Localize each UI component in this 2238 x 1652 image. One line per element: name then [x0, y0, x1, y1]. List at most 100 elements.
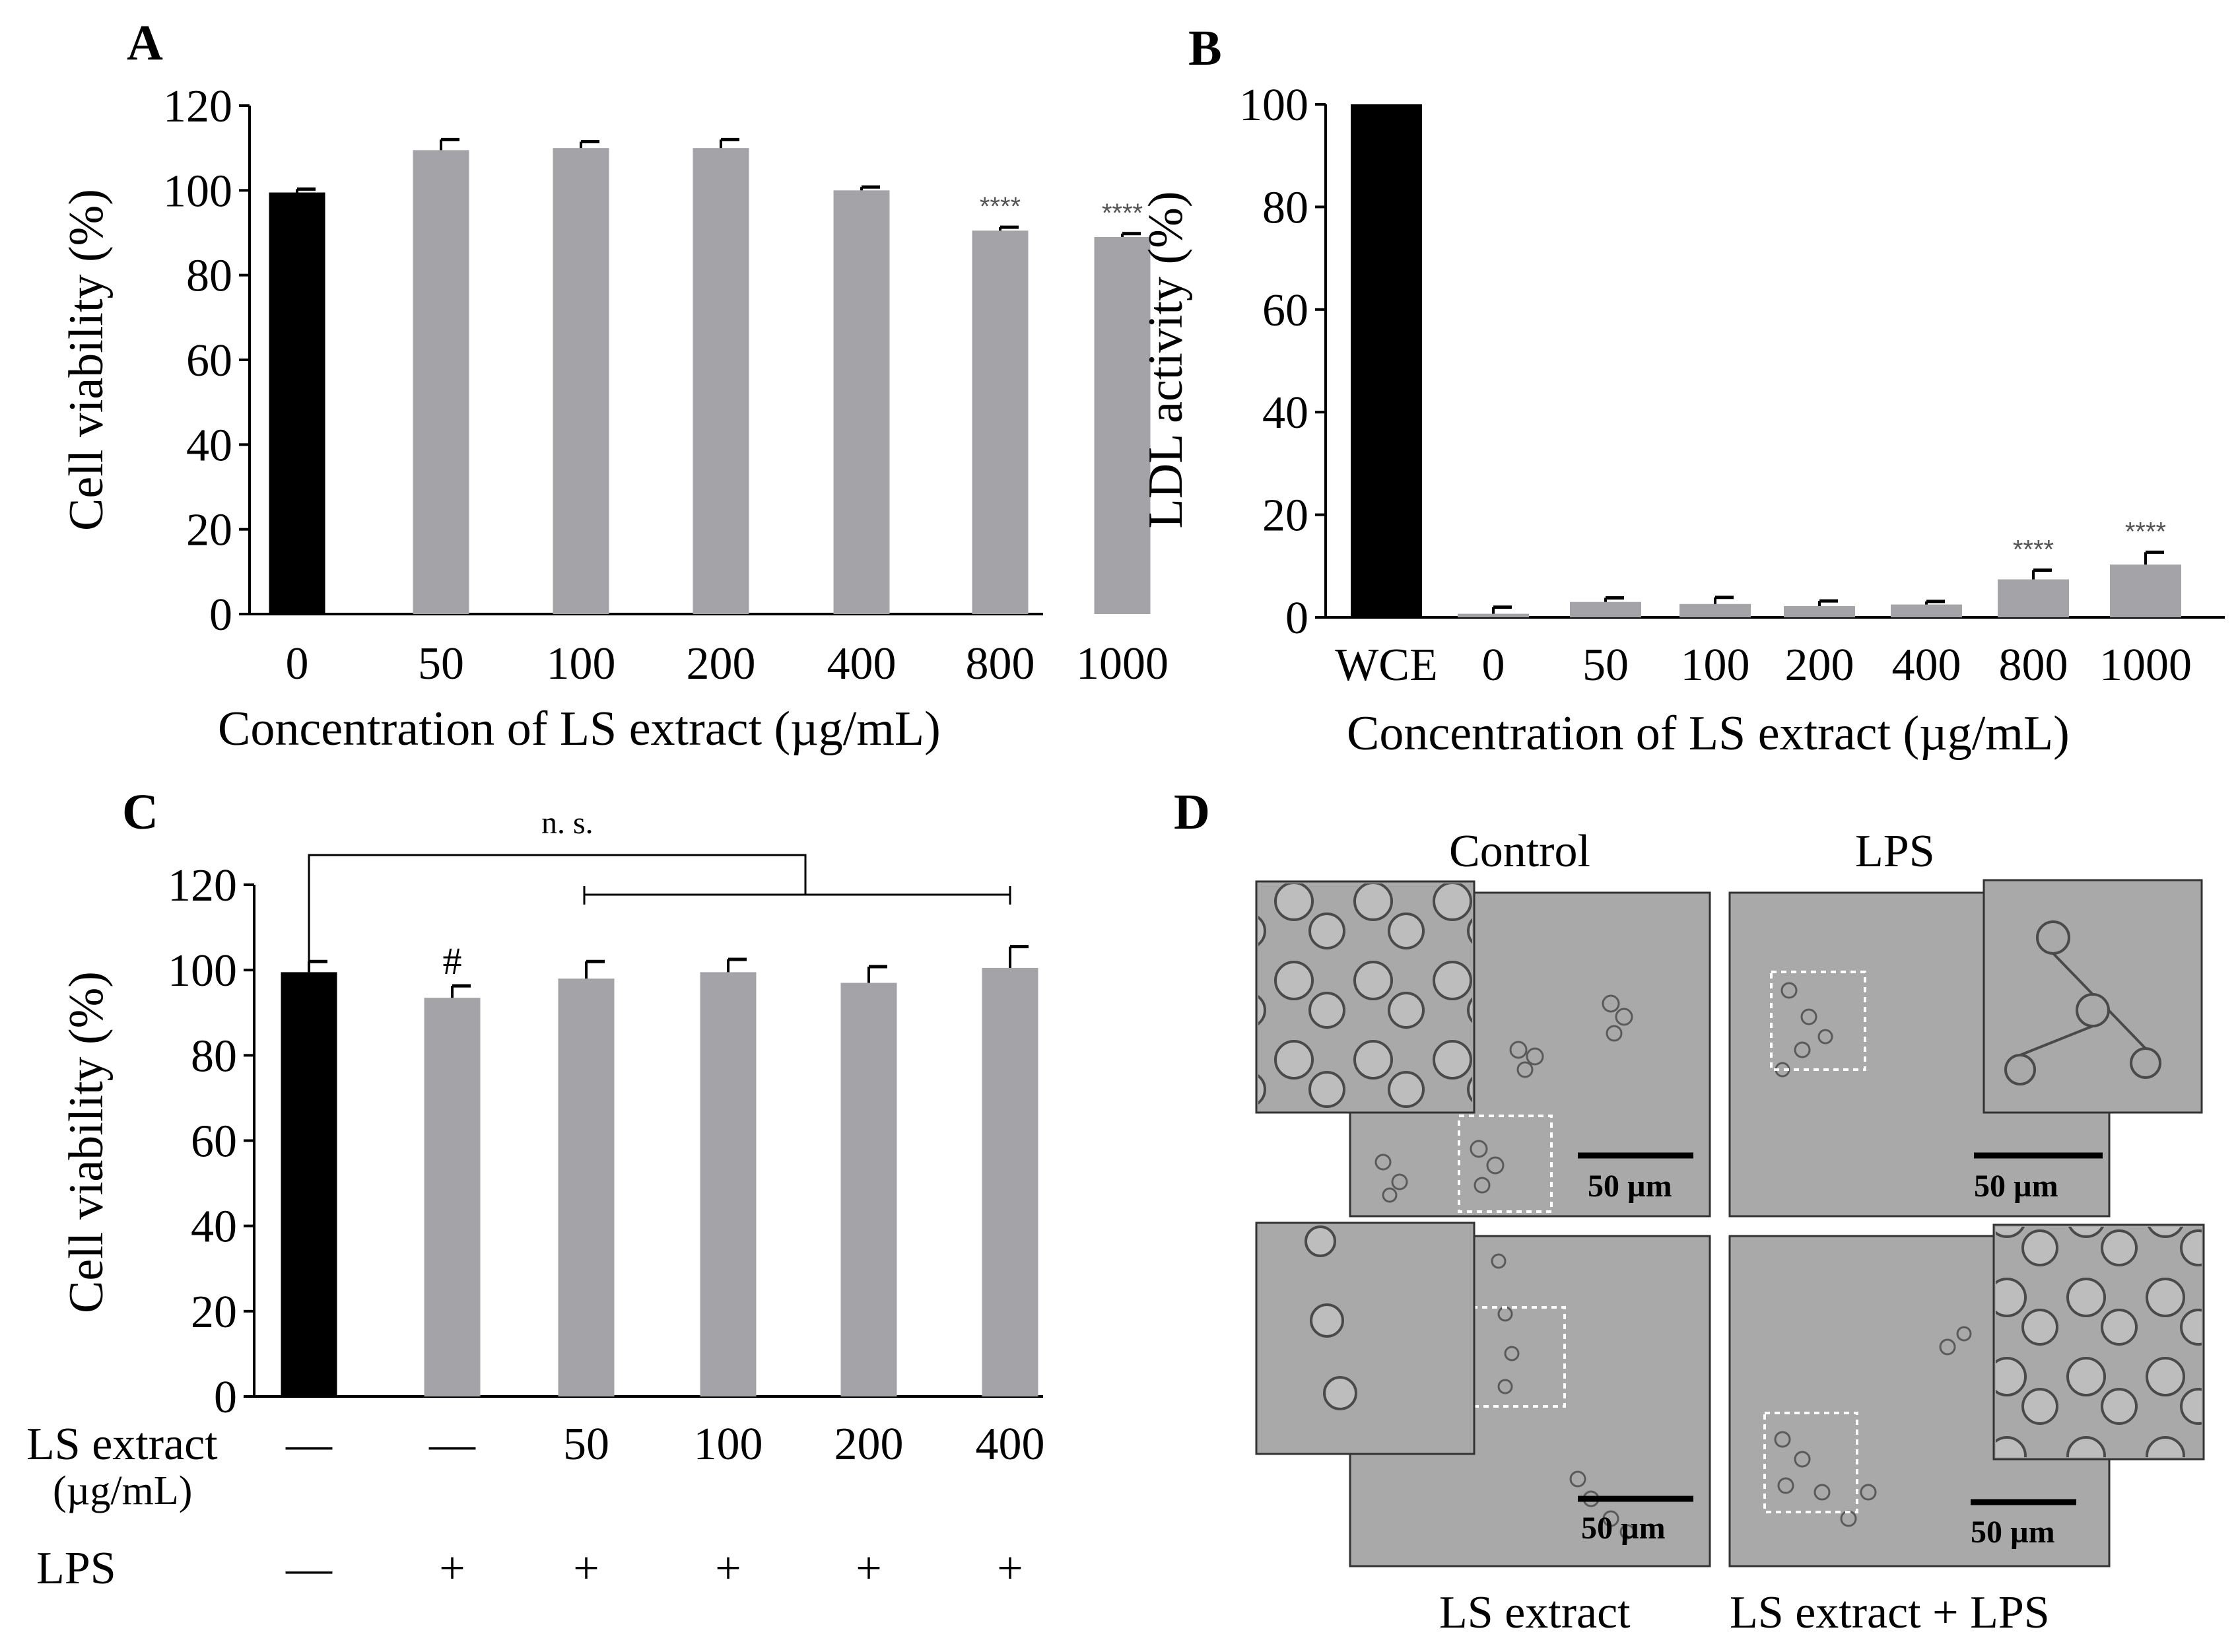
bar-c	[281, 972, 337, 1396]
significance-marker-a: ****	[980, 192, 1021, 221]
label-lps: LPS	[1855, 826, 1935, 877]
bar-b	[1891, 604, 1962, 617]
y-tick-label-c: 20	[191, 1287, 237, 1338]
y-tick-label-a: 120	[163, 81, 232, 132]
panel-letter-a: A	[127, 15, 163, 71]
panel-letter-c: C	[122, 784, 158, 840]
x-tick-label-a: 50	[418, 638, 464, 689]
bar-b	[1679, 603, 1751, 617]
y-axis-label-a: Cell viability (%)	[59, 189, 114, 531]
x-tick-label-b: 50	[1582, 640, 1629, 691]
y-tick-label-c: 0	[214, 1372, 237, 1423]
x-tick-label-b: 0	[1482, 640, 1505, 691]
micrograph-ls-extract-lps: 50 µm	[1728, 1223, 2205, 1567]
significance-label: n. s.	[541, 806, 593, 841]
panel-letter-b: B	[1188, 20, 1222, 76]
significance-marker-a: ****	[1102, 199, 1143, 228]
bar-b	[1351, 104, 1422, 617]
significance-marker-c: #	[443, 940, 462, 982]
label-ls-extract: LS extract	[1439, 1587, 1631, 1638]
ls-extract-row-label: LS extract	[26, 1419, 218, 1470]
y-tick-label-a: 0	[209, 590, 232, 640]
y-tick-label-a: 60	[186, 335, 232, 386]
scale-bar-lps: 50 µm	[1974, 1169, 2058, 1204]
panel-letter-d: D	[1174, 784, 1210, 840]
y-tick-label-a: 80	[186, 251, 232, 302]
bar-a	[413, 150, 469, 614]
label-ls-extract-lps: LS extract + LPS	[1730, 1587, 2050, 1638]
x-tick-label-a: 1000	[1076, 638, 1169, 689]
x-tick-label-b: 200	[1785, 640, 1854, 691]
x-tick-label-c: 50	[563, 1419, 609, 1470]
chart-b: 0 20 40 60 80 100 LDL activity (%) Concentratio…	[1139, 80, 2225, 761]
bar-a	[269, 192, 325, 615]
x-tick-label-b: 1000	[2099, 640, 2192, 691]
bar-b	[1998, 579, 2069, 617]
x-tick-label-c: 200	[834, 1419, 904, 1470]
y-tick-label-c: 120	[168, 860, 237, 911]
bar-c	[424, 998, 481, 1396]
x-tick-label-b: WCE	[1335, 640, 1438, 691]
x-axis-label-b: Concentration of LS extract (µg/mL)	[1347, 706, 2070, 761]
x-axis-label-a: Concentration of LS extract (µg/mL)	[218, 702, 941, 756]
significance-bracket: n. s.	[308, 806, 1011, 965]
bar-a	[693, 148, 749, 614]
lps-row-label: LPS	[36, 1543, 116, 1594]
y-tick-label-b: 100	[1239, 80, 1308, 131]
x-tick-label-b: 800	[1999, 640, 2068, 691]
scale-bar-ls-extract-lps: 50 µm	[1971, 1515, 2055, 1550]
bar-c	[982, 967, 1038, 1396]
label-control: Control	[1449, 826, 1590, 877]
x-tick-label-c: 400	[976, 1419, 1045, 1470]
bar-a	[972, 230, 1029, 615]
scale-bar-ls-extract: 50 µm	[1581, 1511, 1666, 1546]
y-tick-label-b: 80	[1262, 182, 1308, 233]
lps-row-value: +	[439, 1543, 465, 1594]
bar-b	[2110, 564, 2181, 617]
y-tick-label-a: 100	[163, 166, 232, 217]
y-tick-label-b: 40	[1262, 388, 1308, 438]
y-tick-label-b: 60	[1262, 285, 1308, 336]
bar-a	[1094, 236, 1151, 615]
lps-row-value: +	[856, 1543, 881, 1594]
y-tick-label-a: 40	[186, 420, 232, 471]
y-tick-label-b: 0	[1285, 593, 1308, 644]
y-tick-label-c: 100	[168, 946, 237, 996]
ls-extract-unit-label: (µg/mL)	[53, 1468, 192, 1513]
bar-c	[700, 972, 757, 1396]
x-tick-label-a: 800	[966, 638, 1035, 689]
y-tick-label-c: 60	[191, 1117, 237, 1167]
y-axis-label-b: LDL activity (%)	[1139, 191, 1193, 529]
x-tick-label-a: 100	[547, 638, 616, 689]
significance-marker-b: ****	[2013, 535, 2054, 565]
x-tick-label-b: 400	[1892, 640, 1961, 691]
x-tick-label-a: 400	[827, 638, 897, 689]
lps-row-value: +	[997, 1543, 1023, 1594]
bar-b	[1784, 605, 1855, 617]
x-tick-label-c: —	[285, 1419, 333, 1470]
y-axis-label-c: Cell viability (%)	[59, 971, 114, 1313]
micrograph-ls-extract: 50 µm	[1255, 1222, 1711, 1567]
y-tick-label-c: 80	[191, 1031, 237, 1082]
y-tick-label-c: 40	[191, 1202, 237, 1253]
chart-c: 0 20 40 60 80 100 120 Cell viability (%) — # — 50 10…	[59, 860, 1045, 1470]
y-tick-label-b: 20	[1262, 491, 1308, 541]
bar-c	[840, 982, 897, 1396]
bar-c	[558, 979, 615, 1396]
x-tick-label-b: 100	[1681, 640, 1750, 691]
significance-marker-b: ****	[2125, 517, 2166, 546]
bar-b	[1458, 613, 1529, 617]
bar-a	[833, 190, 890, 614]
chart-a: 0 20 40 60 80 100 120 Cell viability (%) Concent…	[59, 81, 1169, 756]
x-tick-label-a: 0	[286, 638, 309, 689]
lps-row-value: +	[573, 1543, 599, 1594]
bar-b	[1570, 602, 1641, 617]
micrograph-lps: 50 µm	[1728, 879, 2203, 1218]
scale-bar-control: 50 µm	[1588, 1169, 1672, 1204]
micrograph-control: 50 µm	[1255, 880, 1711, 1218]
y-tick-label-a: 20	[186, 505, 232, 556]
x-tick-label-a: 200	[687, 638, 756, 689]
x-tick-label-c: —	[428, 1419, 476, 1470]
lps-row-value: +	[715, 1543, 741, 1594]
